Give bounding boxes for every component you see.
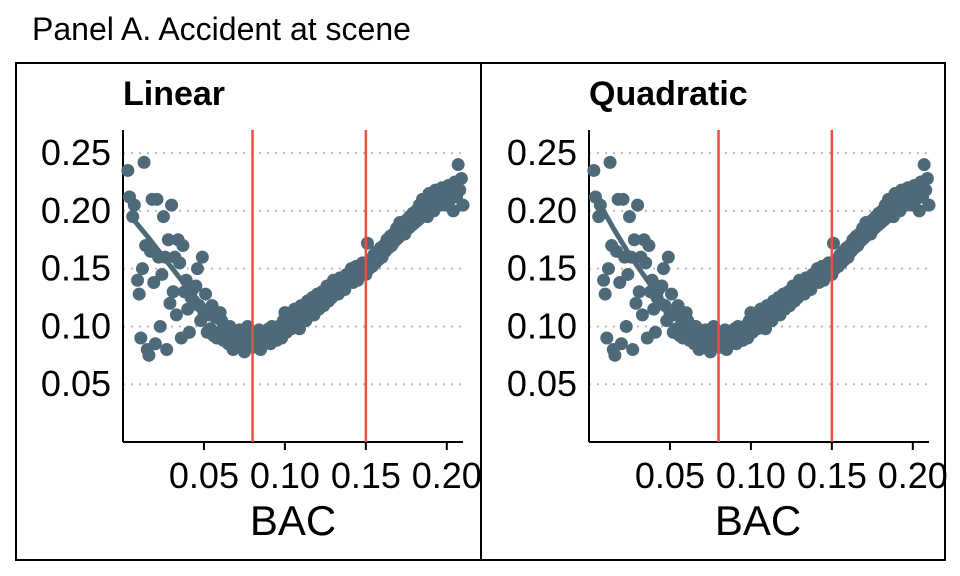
data-point bbox=[631, 198, 645, 212]
data-point bbox=[451, 158, 465, 172]
data-point bbox=[598, 287, 612, 301]
data-point bbox=[635, 308, 649, 322]
data-point bbox=[600, 331, 614, 345]
data-point bbox=[619, 319, 633, 333]
fit-line bbox=[128, 187, 463, 344]
figure-title: Panel A. Accident at scene bbox=[32, 11, 411, 47]
data-point bbox=[147, 276, 161, 290]
x-tick-label: 0.20 bbox=[878, 455, 948, 496]
data-point bbox=[153, 319, 167, 333]
data-point bbox=[826, 236, 840, 250]
data-point bbox=[166, 285, 180, 299]
x-tick-label: 0.15 bbox=[797, 455, 867, 496]
data-point bbox=[456, 198, 470, 212]
data-point bbox=[655, 279, 669, 293]
data-point bbox=[648, 325, 662, 339]
data-point bbox=[627, 233, 641, 247]
x-tick-label: 0.20 bbox=[412, 455, 482, 496]
data-point bbox=[665, 287, 679, 301]
data-point bbox=[587, 163, 601, 177]
data-point bbox=[142, 348, 156, 362]
facet-title: Linear bbox=[123, 75, 225, 113]
data-point bbox=[182, 325, 196, 339]
data-point bbox=[656, 262, 670, 276]
data-point bbox=[150, 192, 164, 206]
fit-line bbox=[594, 191, 929, 343]
data-point bbox=[920, 172, 934, 186]
data-point bbox=[632, 285, 646, 299]
data-point bbox=[614, 337, 628, 351]
data-point bbox=[173, 256, 187, 270]
data-point bbox=[161, 233, 175, 247]
data-point bbox=[629, 296, 643, 310]
data-point bbox=[121, 163, 135, 177]
y-tick-label: 0.25 bbox=[41, 132, 111, 173]
data-point bbox=[148, 337, 162, 351]
y-tick-label: 0.05 bbox=[507, 363, 577, 404]
data-point bbox=[597, 273, 611, 287]
data-point bbox=[160, 343, 174, 357]
y-tick-label: 0.20 bbox=[41, 190, 111, 231]
x-axis-label: BAC bbox=[715, 497, 801, 544]
data-point bbox=[622, 210, 636, 224]
data-point bbox=[156, 210, 170, 224]
x-tick-label: 0.05 bbox=[635, 455, 705, 496]
x-tick-label: 0.10 bbox=[716, 455, 786, 496]
panel-linear: Linear BAC 0.05 0.10 0.15 0.20 0.25 0.05 0.10 0… bbox=[15, 62, 482, 561]
data-point bbox=[155, 267, 169, 281]
data-point bbox=[199, 287, 213, 301]
y-tick-label: 0.15 bbox=[41, 248, 111, 289]
data-point bbox=[639, 256, 653, 270]
y-tick-label: 0.15 bbox=[507, 248, 577, 289]
data-point bbox=[613, 276, 627, 290]
data-point bbox=[621, 267, 635, 281]
data-point bbox=[608, 348, 622, 362]
y-tick-label: 0.25 bbox=[507, 132, 577, 173]
data-point bbox=[626, 343, 640, 357]
data-point bbox=[446, 204, 460, 218]
data-point bbox=[616, 192, 630, 206]
y-tick-label: 0.20 bbox=[507, 190, 577, 231]
y-tick-label: 0.05 bbox=[41, 363, 111, 404]
panel-border bbox=[480, 62, 946, 561]
x-tick-label: 0.10 bbox=[250, 455, 320, 496]
y-tick-label: 0.10 bbox=[507, 305, 577, 346]
data-point bbox=[603, 155, 617, 169]
data-point bbox=[134, 331, 148, 345]
data-point bbox=[137, 155, 151, 169]
data-point bbox=[922, 198, 936, 212]
x-tick-label: 0.05 bbox=[169, 455, 239, 496]
data-point bbox=[917, 158, 931, 172]
data-point bbox=[454, 172, 468, 186]
y-tick-label: 0.10 bbox=[41, 305, 111, 346]
facet-title: Quadratic bbox=[589, 75, 748, 113]
data-point bbox=[912, 204, 926, 218]
x-axis-label: BAC bbox=[250, 497, 336, 544]
data-point bbox=[592, 210, 606, 224]
data-point bbox=[165, 198, 179, 212]
data-point bbox=[127, 198, 141, 212]
data-point bbox=[190, 262, 204, 276]
data-point bbox=[642, 239, 656, 253]
data-point bbox=[169, 308, 183, 322]
data-point bbox=[195, 250, 209, 264]
data-point bbox=[163, 296, 177, 310]
data-point bbox=[661, 250, 675, 264]
panel-quadratic: Quadratic BAC 0.05 0.10 0.15 0.20 0.25 0.05 0.… bbox=[480, 62, 948, 561]
data-point bbox=[601, 262, 615, 276]
data-point bbox=[189, 279, 203, 293]
data-point bbox=[132, 287, 146, 301]
data-point bbox=[135, 262, 149, 276]
x-tick-label: 0.15 bbox=[331, 455, 401, 496]
data-point bbox=[176, 239, 190, 253]
data-point bbox=[131, 273, 145, 287]
data-point bbox=[360, 236, 374, 250]
